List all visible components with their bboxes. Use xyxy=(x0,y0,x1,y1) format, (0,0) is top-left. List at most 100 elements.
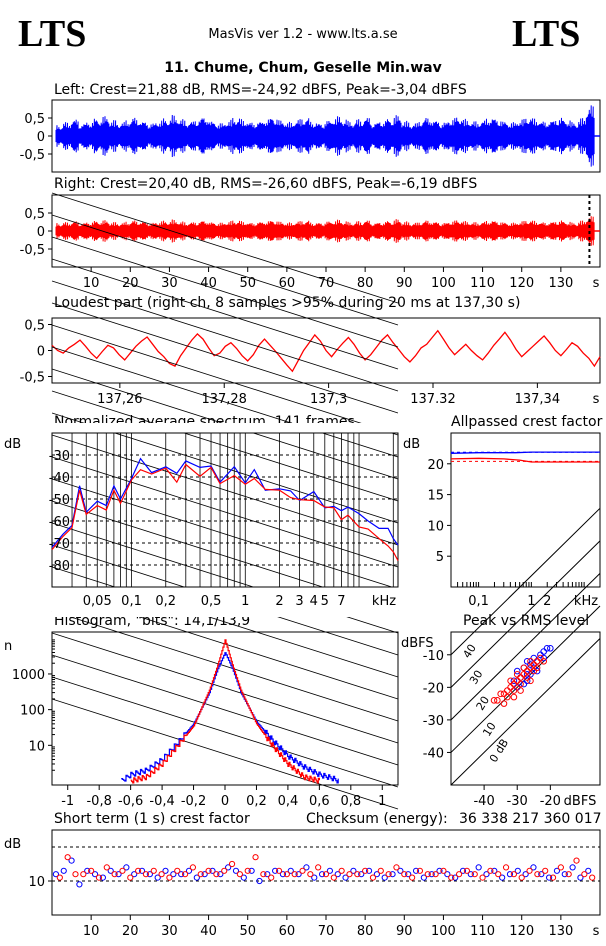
loudest-y-tick-label: 0 xyxy=(37,345,45,360)
short-crest-point xyxy=(499,874,506,881)
spectrum-frame xyxy=(51,432,399,588)
peak-rms-diagonal-label: 40 xyxy=(460,642,478,661)
peak-rms-frame-top xyxy=(450,631,601,786)
allpass-x-tick-label: 0,1 xyxy=(468,594,489,609)
loudest-trace xyxy=(51,329,601,373)
short-crest-point xyxy=(174,867,181,874)
spectrum-x-tick-label: 7 xyxy=(337,594,345,609)
short-crest-x-tick-label: 50 xyxy=(239,924,256,939)
peak-rms-point xyxy=(543,644,551,652)
right-wave-title: Right: Crest=20,40 dB, RMS=-26,60 dBFS, … xyxy=(54,176,478,192)
histogram-series-right xyxy=(130,639,320,784)
short-crest-point xyxy=(338,867,345,874)
short-crest-point xyxy=(178,871,185,878)
time-tick-label: 120 xyxy=(509,276,534,291)
peak-rms-point xyxy=(533,664,541,672)
short-crest-point xyxy=(72,871,79,878)
short-crest-point xyxy=(256,877,263,885)
short-crest-point xyxy=(52,871,60,878)
peak-rms-point xyxy=(513,667,521,675)
spectrum-x-tick-label: 3 xyxy=(295,594,303,609)
spectrum-x-unit: kHz xyxy=(372,594,396,609)
spectrum-x-tick-label: 5 xyxy=(321,594,329,609)
short-crest-point xyxy=(471,871,478,878)
short-crest-point xyxy=(346,871,353,878)
spectrum-x-tick-label: 0,2 xyxy=(155,594,176,609)
short-crest-point xyxy=(334,871,341,878)
short-crest-point xyxy=(318,871,326,878)
right_wave-y-tick-label: -0,5 xyxy=(20,243,45,258)
short-crest-x-tick-label: 100 xyxy=(431,924,456,939)
allpass-y-tick-label: 10 xyxy=(427,519,444,534)
loudest-x-tick-label: 137,26 xyxy=(97,392,143,407)
short-crest-point xyxy=(64,854,71,861)
spectrum-x-tick-label: 4 xyxy=(310,594,318,609)
peak-rms-point xyxy=(527,677,534,685)
file-title: 11. Chume, Chum, Geselle Min.wav xyxy=(164,60,442,76)
short-crest-point xyxy=(530,864,537,871)
short-crest-point xyxy=(573,857,580,864)
short-crest-x-tick-label: 110 xyxy=(470,924,495,939)
spectrum-y-tick-label: -60 xyxy=(49,515,70,530)
short-crest-point xyxy=(311,874,318,881)
time-tick-label: 60 xyxy=(279,276,296,291)
short-crest-point xyxy=(272,867,279,874)
short-crest-point xyxy=(150,867,157,874)
short-crest-point xyxy=(577,874,584,881)
short-crest-point xyxy=(424,871,431,878)
time-tick-label: 100 xyxy=(431,276,456,291)
short-crest-x-tick-label: 80 xyxy=(357,924,374,939)
loudest-y-tick-label: -0,5 xyxy=(20,371,45,386)
spectrum-mask-top xyxy=(52,423,398,433)
spectrum-slope-line xyxy=(51,478,399,590)
histogram-x-tick-label: -1 xyxy=(61,794,74,809)
peak-rms-point xyxy=(523,671,531,678)
short-crest-point xyxy=(585,867,592,874)
spectrum-slope-line xyxy=(51,566,399,678)
time-tick-label: 90 xyxy=(396,276,413,291)
histogram-x-tick-label: -0,2 xyxy=(181,794,206,809)
peak-rms-point xyxy=(523,677,531,685)
short-crest-point xyxy=(111,871,118,878)
short-crest-point xyxy=(518,874,525,881)
short-crest-point xyxy=(514,867,521,874)
spectrum-y-label: dB xyxy=(4,437,21,452)
short-crest-point xyxy=(103,864,110,871)
spectrum-x-tick-label: 0,05 xyxy=(83,594,112,609)
peak-rms-point xyxy=(540,657,548,665)
short-crest-point xyxy=(452,874,459,881)
short-crest-point xyxy=(409,874,416,881)
logo-left: LTS xyxy=(18,13,87,55)
short-crest-point xyxy=(166,874,173,881)
short-crest-point xyxy=(436,867,443,874)
short-crest-point xyxy=(467,871,474,878)
loudest-x-tick-label: 137,28 xyxy=(201,392,247,407)
loudest-x-tick-label: 137,34 xyxy=(515,392,561,407)
histogram-x-tick-label: 1 xyxy=(378,794,386,809)
loudest-y-tick-label: 0,5 xyxy=(24,319,45,334)
short-crest-point xyxy=(56,874,63,881)
short-crest-point xyxy=(189,864,197,871)
short-crest-point xyxy=(526,867,533,874)
short-crest-point xyxy=(244,867,251,874)
short-crest-point xyxy=(236,871,243,878)
spectrum-x-tick-label: 2 xyxy=(275,594,283,609)
histogram-x-tick-label: 0,8 xyxy=(340,794,361,809)
short-crest-point xyxy=(295,871,302,878)
short-crest-point xyxy=(264,871,271,878)
short-crest-point xyxy=(483,871,490,878)
peak-rms-diagonal xyxy=(450,605,601,753)
short-crest-point xyxy=(84,867,91,874)
short-crest-point xyxy=(581,871,588,878)
short-crest-point xyxy=(99,874,106,881)
short-crest-point xyxy=(506,871,514,878)
spectrum-slope-line xyxy=(51,236,399,348)
short-crest-point xyxy=(225,864,232,871)
short-crest-point xyxy=(185,867,193,874)
short-crest-point xyxy=(228,860,236,868)
short-crest-point xyxy=(268,874,275,881)
short-crest-point xyxy=(463,867,471,874)
short-crest-point xyxy=(303,864,310,871)
short-crest-point xyxy=(479,874,486,881)
short-crest-point xyxy=(95,874,103,881)
